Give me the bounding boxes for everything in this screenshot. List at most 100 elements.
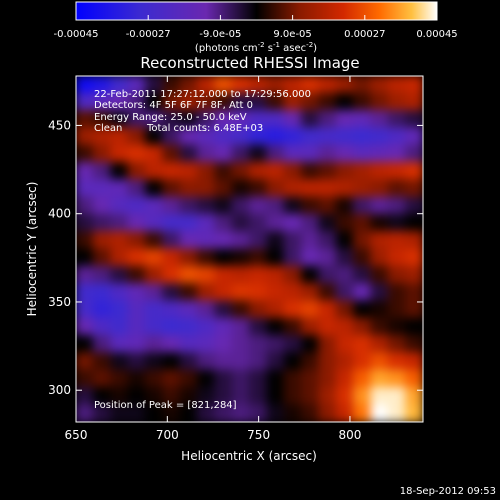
heatmap-cell [214, 369, 233, 388]
heatmap-cell [214, 300, 233, 319]
heatmap-cell [214, 110, 233, 129]
heatmap-cell [335, 92, 355, 112]
heatmap-cell [266, 386, 285, 406]
heatmap-cell [144, 404, 164, 422]
info-annotations: 22-Feb-2011 17:27:12.000 to 17:29:56.000… [94, 89, 311, 411]
heatmap-cell [353, 162, 372, 181]
heatmap-cell [179, 162, 198, 181]
heatmap-cell [283, 196, 303, 215]
heatmap-cell [231, 144, 250, 163]
heatmap-cell [370, 248, 389, 267]
heatmap-cell [318, 213, 337, 233]
heatmap-cell [335, 110, 355, 129]
heatmap-cell [249, 179, 268, 198]
heatmap-cell [196, 179, 216, 198]
heatmap-cell [387, 352, 407, 371]
heatmap-cell [405, 196, 423, 215]
y-tick-label: 350 [48, 295, 71, 309]
heatmap-cell [162, 248, 181, 267]
heatmap-cell [127, 162, 146, 181]
x-tick-label: 700 [156, 428, 179, 442]
heatmap-cell [335, 231, 355, 250]
heatmap-cell [110, 283, 129, 302]
heatmap-cell [283, 265, 303, 285]
heatmap-cell [144, 386, 164, 406]
heatmap-cell [318, 196, 337, 215]
heatmap-cell [283, 162, 303, 181]
heatmap-cell [353, 248, 372, 267]
heatmap-cell [370, 265, 389, 285]
heatmap-cell [301, 265, 320, 285]
colorbar-tick-label: 9.0e-05 [273, 29, 311, 40]
heatmap-cell [110, 404, 129, 422]
heatmap-cell [92, 76, 112, 94]
heatmap-cell [353, 283, 372, 302]
heatmap-cell [144, 248, 164, 267]
heatmap-cell [266, 196, 285, 215]
heatmap-cell [387, 369, 407, 388]
heatmap-cell [353, 369, 372, 388]
heatmap-cell [370, 162, 389, 181]
heatmap-cell [127, 248, 146, 267]
heatmap-cell [231, 317, 250, 336]
heatmap-cell [76, 248, 94, 267]
heatmap-cell [179, 404, 198, 422]
heatmap-cell [196, 386, 216, 406]
heatmap-cell [301, 196, 320, 215]
heatmap-cell [370, 386, 389, 406]
heatmap-cell [266, 317, 285, 336]
heatmap-cell [353, 265, 372, 285]
heatmap-cell [266, 265, 285, 285]
heatmap-cell [127, 76, 146, 94]
heatmap-cell [110, 144, 129, 163]
heatmap-cell [214, 231, 233, 250]
colorbar-unit-label: (photons cm-2 s-1 asec-2) [195, 41, 317, 54]
heatmap-cell [335, 127, 355, 146]
heatmap-cell [179, 92, 198, 112]
heatmap-cell [249, 369, 268, 388]
heatmap-cell [162, 231, 181, 250]
heatmap-cell [283, 248, 303, 267]
x-tick-label: 650 [65, 428, 88, 442]
heatmap-cell [231, 110, 250, 129]
heatmap-cell [249, 248, 268, 267]
heatmap-cell [353, 76, 372, 94]
heatmap-cell [127, 213, 146, 233]
heatmap-cell [196, 404, 216, 422]
heatmap-cell [318, 317, 337, 336]
heatmap-cell [370, 335, 389, 354]
heatmap-cell [231, 404, 250, 422]
heatmap-cell [179, 179, 198, 198]
heatmap-cell [76, 213, 94, 233]
heatmap-cell [76, 231, 94, 250]
heatmap-cell [353, 213, 372, 233]
heatmap-cell [144, 196, 164, 215]
heatmap-cell [249, 386, 268, 406]
heatmap-cell [196, 335, 216, 354]
heatmap-cell [370, 231, 389, 250]
heatmap-cell [301, 352, 320, 371]
heatmap-cell [335, 369, 355, 388]
heatmap-cell [283, 213, 303, 233]
colorbar-tick-label: -0.00045 [54, 29, 99, 40]
heatmap-cell [144, 76, 164, 94]
heatmap-cell [76, 144, 94, 163]
heatmap-cell [405, 110, 423, 129]
heatmap-cell [162, 352, 181, 371]
heatmap-cell [370, 196, 389, 215]
heatmap-cell [196, 162, 216, 181]
heatmap-cell [318, 179, 337, 198]
heatmap-cell [266, 127, 285, 146]
heatmap-cell [266, 231, 285, 250]
heatmap-cell [162, 283, 181, 302]
heatmap-cell [283, 76, 303, 94]
heatmap-cell [387, 76, 407, 94]
heatmap-cell [335, 76, 355, 94]
heatmap-cell [249, 92, 268, 112]
heatmap-cell [76, 162, 94, 181]
heatmap-cell [110, 335, 129, 354]
heatmap-cell [353, 352, 372, 371]
heatmap-cell [335, 248, 355, 267]
heatmap-cell [127, 127, 146, 146]
